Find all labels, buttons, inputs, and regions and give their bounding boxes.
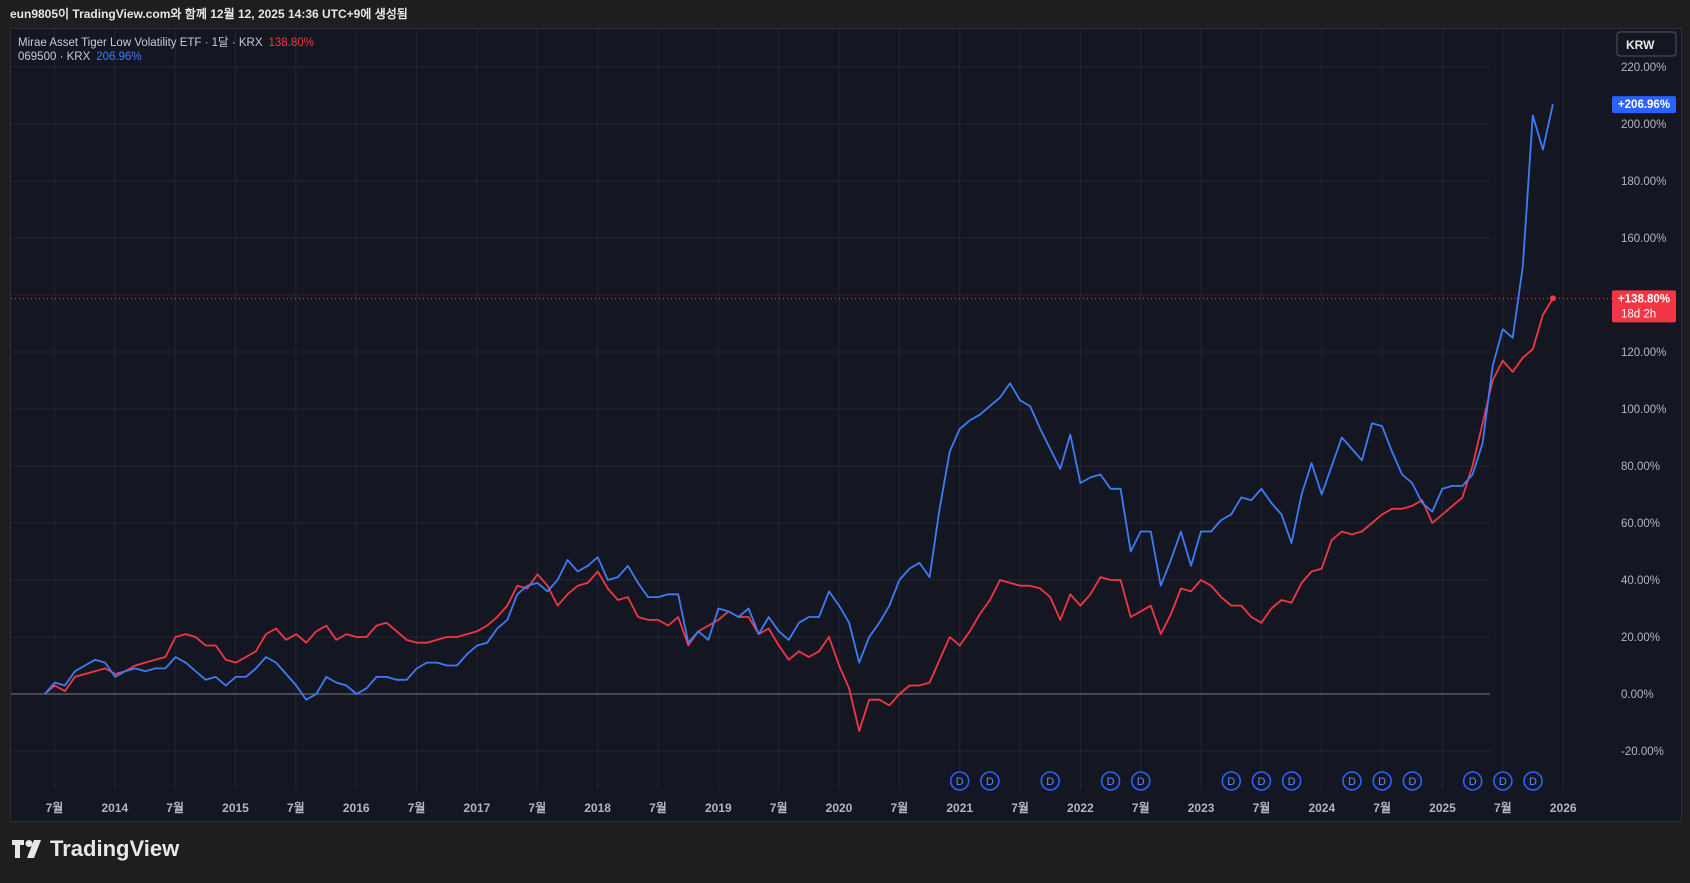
svg-text:D: D — [1469, 776, 1477, 788]
dividend-marker[interactable]: D — [1040, 771, 1061, 791]
dividend-marker[interactable]: D — [1100, 771, 1121, 791]
y-tick-label: 80.00% — [1621, 461, 1660, 473]
price-tags: +206.96% +138.80% 18d 2h — [11, 96, 1676, 323]
x-tick-label: 2022 — [1067, 801, 1094, 815]
dividend-marker[interactable]: D — [1493, 771, 1513, 791]
dividend-marker[interactable]: D — [1342, 771, 1362, 791]
series-line-2[interactable] — [44, 104, 1554, 701]
x-tick-label: 2026 — [1550, 801, 1577, 815]
x-tick-label: 7월 — [46, 800, 64, 815]
dividend-marker[interactable]: D — [1523, 771, 1543, 791]
svg-text:D: D — [1227, 776, 1235, 788]
dividend-marker[interactable]: D — [1221, 771, 1242, 791]
x-tick-label: 7월 — [890, 800, 908, 815]
svg-text:D: D — [1257, 776, 1265, 788]
x-tick-label: 2023 — [1188, 801, 1215, 815]
y-axis-labels: 220.00%200.00%180.00%160.00%140.00%120.0… — [1621, 62, 1666, 758]
svg-text:D: D — [1408, 776, 1416, 788]
svg-text:18d 2h: 18d 2h — [1621, 308, 1656, 320]
svg-text:D: D — [1137, 776, 1145, 788]
series-lines — [44, 104, 1554, 732]
svg-text:D: D — [1378, 776, 1386, 788]
svg-text:D: D — [986, 776, 994, 788]
svg-text:D: D — [1499, 776, 1507, 788]
x-tick-label: 2024 — [1308, 801, 1335, 815]
x-tick-label: 7월 — [408, 800, 426, 815]
svg-text:D: D — [1348, 776, 1356, 788]
svg-text:D: D — [1107, 776, 1115, 788]
svg-text:D: D — [1046, 776, 1054, 788]
y-tick-label: 120.00% — [1621, 347, 1666, 359]
dividend-marker[interactable]: D — [1281, 771, 1302, 791]
dividend-marker[interactable]: D — [1462, 771, 1483, 791]
series-line-1[interactable] — [44, 297, 1554, 732]
legend-series-1[interactable]: Mirae Asset Tiger Low Volatility ETF · 1… — [18, 34, 314, 50]
last-price-dot — [1549, 295, 1556, 302]
price-tag-red: +138.80% 18d 2h — [1612, 290, 1676, 323]
price-tag-blue: +206.96% — [1612, 96, 1676, 114]
legend-series-1-label: Mirae Asset Tiger Low Volatility ETF · 1… — [18, 37, 263, 49]
tradingview-logo[interactable]: TradingView — [12, 836, 179, 862]
svg-text:+138.80%: +138.80% — [1618, 293, 1670, 305]
y-tick-label: 160.00% — [1621, 233, 1666, 245]
x-tick-label: 2015 — [222, 801, 249, 815]
x-tick-label: 2016 — [343, 801, 370, 815]
brand-name: TradingView — [50, 836, 180, 861]
svg-text:D: D — [1529, 776, 1537, 788]
x-tick-label: 2018 — [584, 801, 611, 815]
legend-series-1-value: 138.80% — [268, 37, 314, 49]
x-tick-label: 7월 — [528, 800, 546, 815]
grid-lines — [11, 29, 1564, 790]
legend-series-2[interactable]: 069500 · KRX 206.96% — [18, 51, 142, 63]
x-tick-label: 7월 — [287, 800, 305, 815]
svg-text:D: D — [956, 776, 964, 788]
dividend-marker[interactable]: D — [1130, 771, 1151, 791]
legend-series-2-label: 069500 · KRX — [18, 51, 91, 63]
currency-label: KRW — [1626, 38, 1655, 52]
dividend-marker[interactable]: D — [1251, 771, 1272, 791]
x-tick-label: 7월 — [1132, 800, 1150, 815]
y-tick-label: 200.00% — [1621, 119, 1666, 131]
tradingview-logo-icon — [12, 840, 41, 858]
dividend-marker[interactable]: D — [1372, 771, 1392, 791]
x-tick-label: 7월 — [1373, 800, 1391, 815]
x-tick-label: 2017 — [464, 801, 491, 815]
y-tick-label: 0.00% — [1621, 689, 1654, 701]
svg-text:+206.96%: +206.96% — [1618, 99, 1670, 111]
x-tick-label: 2025 — [1429, 801, 1456, 815]
x-tick-label: 2020 — [826, 801, 853, 815]
y-tick-label: 180.00% — [1621, 176, 1666, 188]
dividend-marker[interactable]: D — [1402, 771, 1423, 791]
y-tick-label: 20.00% — [1621, 632, 1660, 644]
y-tick-label: -20.00% — [1621, 746, 1664, 758]
y-tick-label: 100.00% — [1621, 404, 1666, 416]
currency-button[interactable]: KRW — [1616, 31, 1677, 57]
x-tick-label: 7월 — [1253, 800, 1271, 815]
x-axis-labels: 7월 2014 7월 2015 7월 2016 7월 2017 7월 2018 7월 2019 7월 20… — [46, 800, 1577, 815]
y-tick-label: 220.00% — [1621, 62, 1666, 74]
chart-panel[interactable] — [10, 28, 1682, 822]
y-tick-label: 60.00% — [1621, 518, 1660, 530]
x-tick-label: 7월 — [770, 800, 788, 815]
dividend-marker[interactable]: D — [980, 771, 1000, 791]
chart-caption: eun9805이 TradingView.com와 함께 12월 12, 202… — [10, 7, 408, 21]
dividend-marker[interactable]: D — [949, 771, 970, 791]
svg-text:D: D — [1288, 776, 1296, 788]
x-tick-label: 2014 — [101, 801, 128, 815]
x-tick-label: 7월 — [649, 800, 667, 815]
x-tick-label: 7월 — [166, 800, 184, 815]
x-tick-label: 7월 — [1494, 800, 1512, 815]
x-tick-label: 2021 — [946, 801, 973, 815]
y-tick-label: 40.00% — [1621, 575, 1660, 587]
x-tick-label: 7월 — [1011, 800, 1029, 815]
x-tick-label: 2019 — [705, 801, 732, 815]
legend-series-2-value: 206.96% — [96, 51, 142, 63]
